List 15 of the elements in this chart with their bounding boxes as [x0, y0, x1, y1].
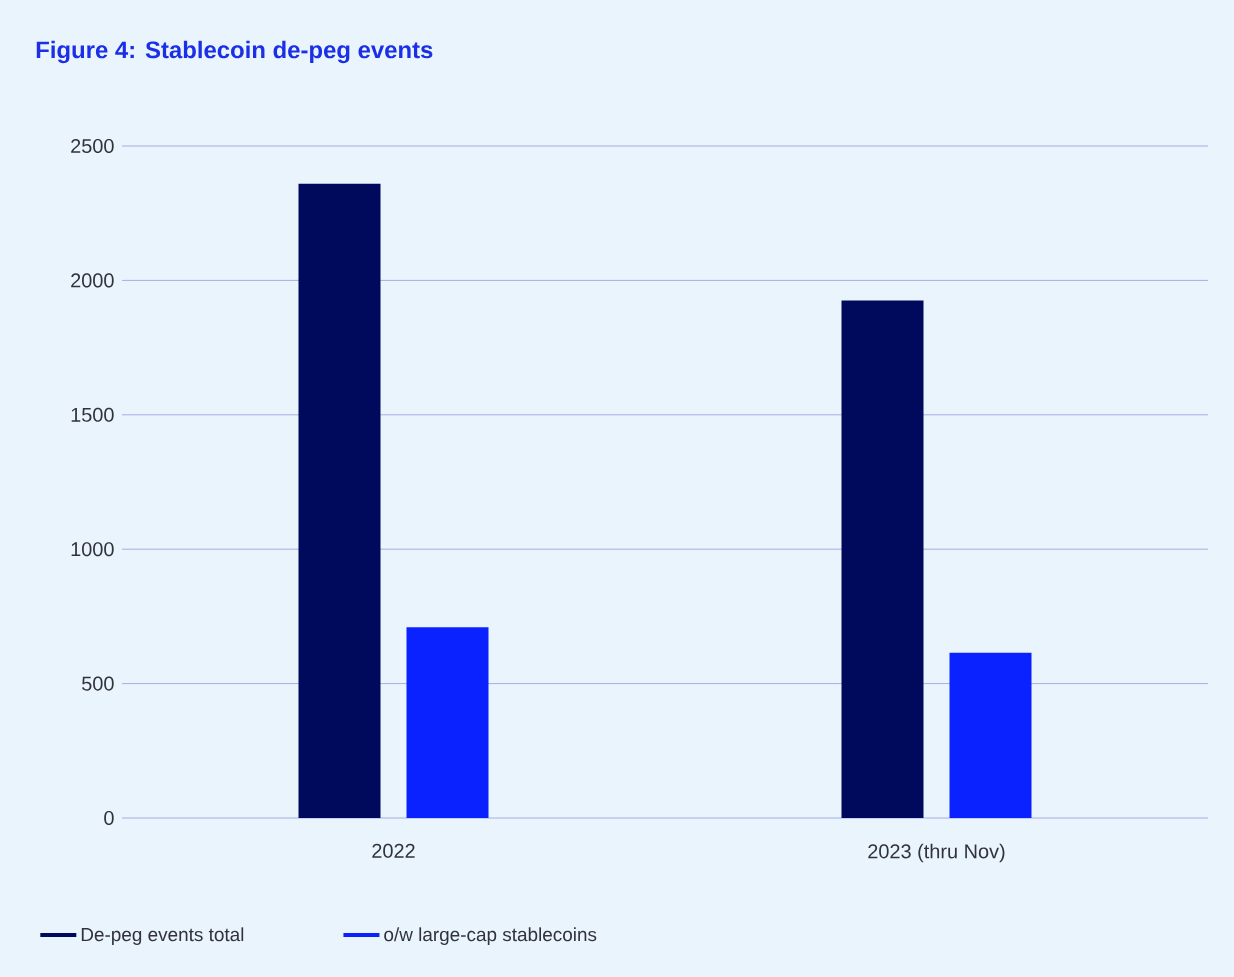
bar: [298, 183, 381, 818]
y-tick-label: 1000: [71, 542, 114, 557]
legend-label: De-peg events total: [81, 927, 244, 945]
chart-title: Figure 4: Stablecoin de-peg events: [36, 40, 433, 64]
y-tick-label: 2500: [71, 138, 114, 154]
bar: [841, 300, 924, 818]
bar: [949, 652, 1032, 818]
y-tick-label: 500: [82, 676, 114, 691]
bar: [406, 627, 489, 818]
y-tick-label: 2000: [71, 273, 114, 288]
x-tick-label: 2023 (thru Nov): [868, 843, 1005, 863]
legend-label: o/w large-cap stablecoins: [384, 927, 597, 945]
x-tick-label: 2022: [372, 843, 415, 858]
y-tick-label: 0: [104, 810, 114, 826]
y-tick-label: 1500: [71, 407, 114, 422]
